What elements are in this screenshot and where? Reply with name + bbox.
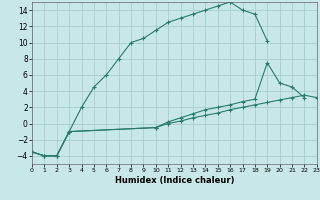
X-axis label: Humidex (Indice chaleur): Humidex (Indice chaleur) bbox=[115, 176, 234, 185]
